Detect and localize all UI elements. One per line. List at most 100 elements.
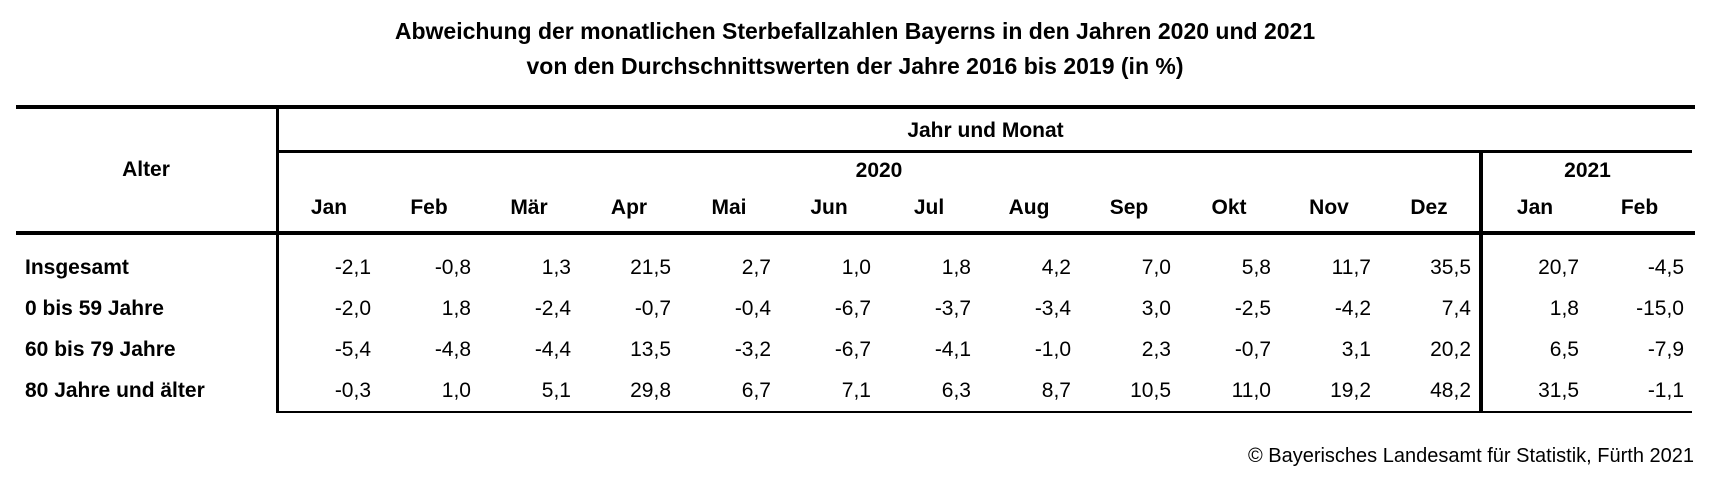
- value-cell: -2,1: [334, 256, 371, 279]
- value-cell: 11,0: [1231, 379, 1271, 402]
- value-cell: 5,1: [541, 379, 571, 402]
- value-cell: 5,8: [1241, 256, 1271, 279]
- row-labels: Insgesamt 0 bis 59 Jahre 60 bis 79 Jahre 80…: [16, 235, 279, 413]
- value-cell: 1,8: [941, 256, 971, 279]
- value-cell: -3,7: [934, 297, 971, 320]
- data-rows: -2,1 -0,8 1,3 21,5 2,7 1,0 1,8 4,2 7,0 5,8 11,7 35,…: [279, 235, 1692, 413]
- value-cell: -1,0: [1034, 338, 1071, 361]
- value-cell: 20,2: [1430, 338, 1471, 361]
- value-cell: 21,5: [630, 256, 671, 279]
- value-cell: 6,5: [1549, 338, 1579, 361]
- row-label: Insgesamt: [25, 256, 129, 279]
- value-cell: -4,1: [934, 338, 971, 361]
- value-cell: -0,7: [634, 297, 671, 320]
- value-cell: -1,1: [1647, 379, 1684, 402]
- year-divider-spacer: [1479, 247, 1483, 288]
- month-row: Jan Feb Mär Apr Mai Jun Jul Aug Sep Okt Nov Dez Jan F…: [279, 185, 1692, 231]
- value-cell: 10,5: [1130, 379, 1171, 402]
- value-cell: 35,5: [1430, 256, 1471, 279]
- value-cell: 1,8: [1549, 297, 1579, 320]
- year-header-2020: 2020: [855, 159, 903, 182]
- table-row: -2,1 -0,8 1,3 21,5 2,7 1,0 1,8 4,2 7,0 5,8 11,7 35,…: [279, 247, 1692, 288]
- value-cell: 7,0: [1141, 256, 1171, 279]
- value-cell: 11,7: [1331, 256, 1371, 279]
- value-cell: 7,1: [841, 379, 871, 402]
- value-cell: -0,3: [334, 379, 371, 402]
- value-cell: -7,9: [1647, 338, 1684, 361]
- value-cell: 48,2: [1430, 379, 1471, 402]
- table-body: Insgesamt 0 bis 59 Jahre 60 bis 79 Jahre 80…: [16, 235, 1695, 413]
- copyright-text: © Bayerisches Landesamt für Statistik, F…: [1247, 445, 1694, 467]
- copyright: © Bayerisches Landesamt für Statistik, F…: [0, 444, 1710, 468]
- row-label: 0 bis 59 Jahre: [25, 297, 164, 320]
- group-header-label: Jahr und Monat: [907, 119, 1064, 142]
- table-header: Alter Jahr und Monat 2020 2021 Jan Feb Mär A…: [16, 109, 1695, 235]
- chart-title: Abweichung der monatlichen Sterbefallzah…: [0, 0, 1710, 84]
- row-label: 80 Jahre und älter: [25, 379, 205, 402]
- value-cell: 3,1: [1341, 338, 1371, 361]
- value-cell: 1,0: [841, 256, 871, 279]
- value-cell: 31,5: [1538, 379, 1579, 402]
- value-cell: -3,2: [734, 338, 771, 361]
- value-cell: 13,5: [630, 338, 671, 361]
- year-row: 2020 2021: [279, 153, 1692, 185]
- group-header: Jahr und Monat: [279, 109, 1692, 153]
- statistics-table: Alter Jahr und Monat 2020 2021 Jan Feb Mär A…: [16, 105, 1695, 413]
- value-cell: -4,8: [434, 338, 471, 361]
- value-cell: -6,7: [834, 338, 871, 361]
- year-month-header: 2020 2021 Jan Feb Mär Apr Mai Jun Jul Aug Sep Okt N…: [279, 153, 1692, 231]
- value-cell: 2,7: [741, 256, 771, 279]
- value-cell: 29,8: [630, 379, 671, 402]
- title-line-2: von den Durchschnittswerten der Jahre 20…: [526, 53, 1184, 79]
- month-header: Mär: [510, 196, 548, 219]
- title-line-1: Abweichung der monatlichen Sterbefallzah…: [394, 18, 1316, 44]
- value-cell: -2,4: [534, 297, 571, 320]
- year-divider-spacer: [1479, 329, 1483, 370]
- value-cell: 1,3: [541, 256, 571, 279]
- month-header: Okt: [1211, 196, 1247, 219]
- value-cell: -15,0: [1636, 297, 1684, 320]
- month-header: Jan: [310, 196, 348, 219]
- table-row: -5,4 -4,8 -4,4 13,5 -3,2 -6,7 -4,1 -1,0 2,3 -0,7 3…: [279, 329, 1692, 370]
- month-header: Dez: [1410, 196, 1448, 219]
- value-cell: 2,3: [1141, 338, 1171, 361]
- value-cell: -0,7: [1234, 338, 1271, 361]
- year-divider-spacer: [1479, 370, 1483, 411]
- age-column-header: Alter: [16, 109, 279, 231]
- year-divider-spacer: [1479, 185, 1483, 231]
- age-column-label: Alter: [122, 158, 170, 181]
- value-cell: -4,4: [534, 338, 571, 361]
- value-cell: 7,4: [1441, 297, 1471, 320]
- year-header-2021: 2021: [1564, 159, 1611, 182]
- month-header: Feb: [1620, 196, 1659, 219]
- value-cell: -0,8: [434, 256, 471, 279]
- table-row: -0,3 1,0 5,1 29,8 6,7 7,1 6,3 8,7 10,5 11,0 19,2 48…: [279, 370, 1692, 411]
- header-right: Jahr und Monat 2020 2021 Jan Feb Mär Apr Mai J…: [279, 109, 1692, 231]
- value-cell: 6,3: [941, 379, 971, 402]
- month-header: Jun: [810, 196, 848, 219]
- value-cell: -4,5: [1647, 256, 1684, 279]
- value-cell: -2,5: [1234, 297, 1271, 320]
- year-divider-spacer: [1479, 288, 1483, 329]
- month-header: Jan: [1516, 196, 1554, 219]
- value-cell: 6,7: [741, 379, 771, 402]
- value-cell: -5,4: [334, 338, 371, 361]
- value-cell: 1,0: [441, 379, 471, 402]
- value-cell: -2,0: [334, 297, 371, 320]
- value-cell: -3,4: [1034, 297, 1071, 320]
- value-cell: 4,2: [1041, 256, 1071, 279]
- value-cell: 19,2: [1330, 379, 1371, 402]
- month-header: Sep: [1109, 196, 1149, 219]
- row-label: 60 bis 79 Jahre: [25, 338, 176, 361]
- month-header: Jul: [913, 196, 945, 219]
- month-header: Apr: [610, 196, 648, 219]
- value-cell: 3,0: [1141, 297, 1171, 320]
- value-cell: 1,8: [441, 297, 471, 320]
- month-header: Mai: [711, 196, 747, 219]
- month-header: Nov: [1309, 196, 1349, 219]
- month-header: Aug: [1008, 196, 1050, 219]
- value-cell: 8,7: [1041, 379, 1071, 402]
- month-header: Feb: [410, 196, 448, 219]
- table-row: -2,0 1,8 -2,4 -0,7 -0,4 -6,7 -3,7 -3,4 3,0 -2,5 -4…: [279, 288, 1692, 329]
